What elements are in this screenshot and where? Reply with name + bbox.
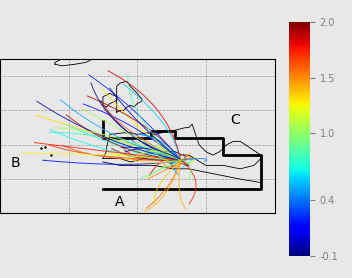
Text: A: A [115, 195, 125, 209]
Text: B: B [11, 156, 21, 170]
Text: C: C [231, 113, 240, 127]
